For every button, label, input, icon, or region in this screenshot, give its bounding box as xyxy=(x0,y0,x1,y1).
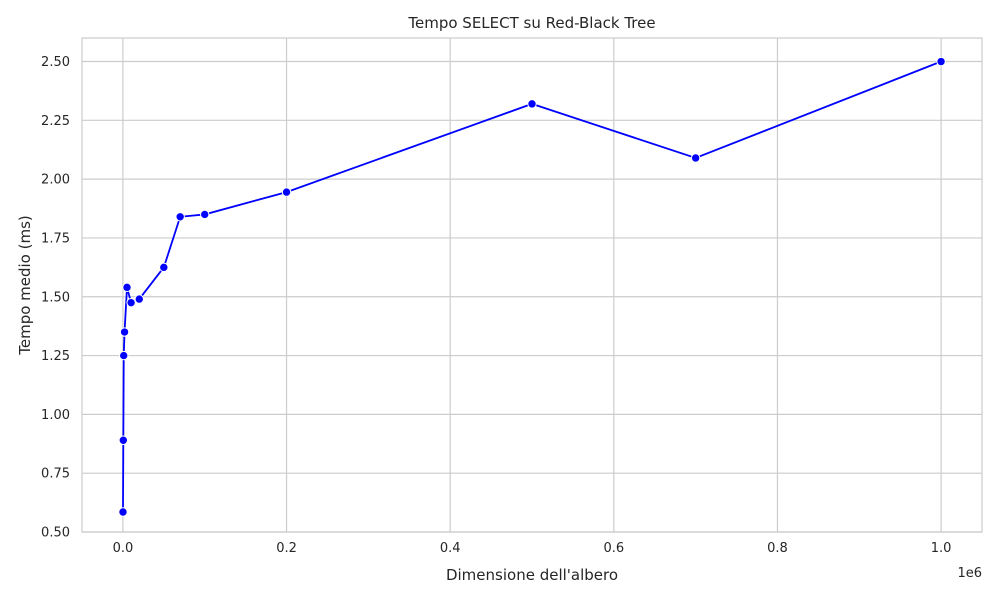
y-tick-label: 2.50 xyxy=(41,55,70,70)
x-tick-label: 0.0 xyxy=(113,541,134,556)
y-tick-label: 2.25 xyxy=(41,114,70,129)
x-tick-label: 0.6 xyxy=(603,541,624,556)
x-axis-label: Dimensione dell'albero xyxy=(446,566,618,584)
tick-layer: 0.0 0.2 0.4 0.6 0.8 1.0 0.50 0.75 1.00 1.25 1.50 1.… xyxy=(41,55,951,556)
y-tick-label: 1.75 xyxy=(41,231,70,246)
y-tick-label: 0.50 xyxy=(41,526,70,541)
y-tick-label: 2.00 xyxy=(41,173,70,188)
x-tick-label: 1.0 xyxy=(931,541,952,556)
series-line xyxy=(122,60,942,513)
y-tick-label: 1.50 xyxy=(41,290,70,305)
data-point xyxy=(527,99,537,109)
x-tick-label: 0.4 xyxy=(440,541,461,556)
data-point xyxy=(281,187,292,197)
series-layer xyxy=(118,56,946,517)
data-point xyxy=(175,212,185,222)
grid-layer xyxy=(82,38,982,533)
data-point xyxy=(119,327,130,337)
data-point xyxy=(690,153,701,163)
y-axis-label: Tempo medio (ms) xyxy=(16,215,34,356)
y-tick-label: 1.00 xyxy=(41,408,70,423)
y-tick-label: 1.25 xyxy=(41,349,70,364)
x-tick-label: 0.2 xyxy=(276,541,297,556)
y-tick-label: 0.75 xyxy=(41,467,70,482)
data-point xyxy=(122,282,132,293)
plot-frame xyxy=(81,37,983,533)
chart-title: Tempo SELECT su Red-Black Tree xyxy=(407,14,655,32)
data-point xyxy=(159,262,169,273)
data-point xyxy=(119,350,129,361)
x-tick-label: 0.8 xyxy=(767,541,788,556)
data-point xyxy=(126,297,136,308)
data-point xyxy=(936,56,946,67)
data-point xyxy=(200,209,210,220)
x-axis-offset-label: 1e6 xyxy=(957,566,982,581)
data-point xyxy=(134,294,144,304)
data-point xyxy=(118,507,128,517)
data-point xyxy=(118,435,129,445)
